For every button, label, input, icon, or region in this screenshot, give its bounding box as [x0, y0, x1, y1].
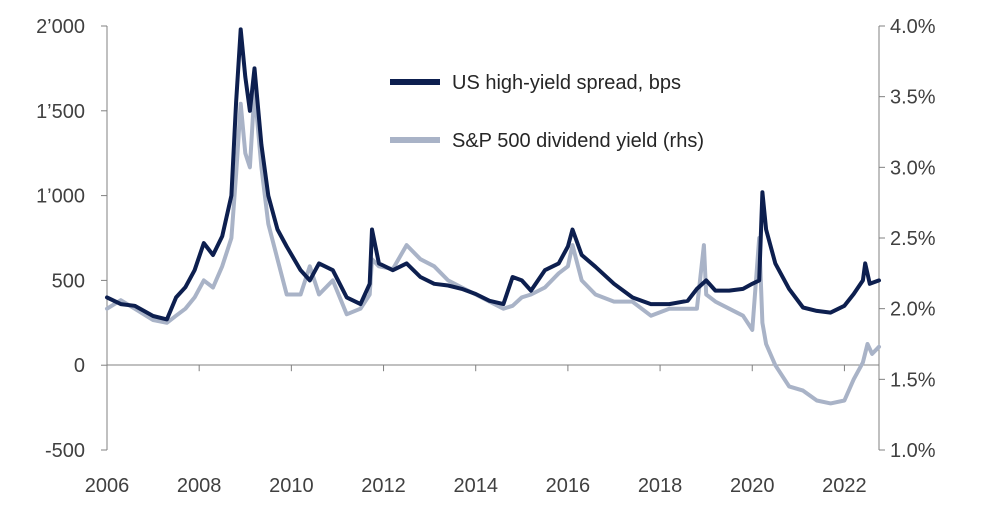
y-right-tick-label: 1.0%	[890, 440, 936, 462]
x-tick-label: 2016	[546, 475, 591, 497]
series-layer	[105, 27, 881, 406]
y-left-tick-label: 1’000	[36, 186, 85, 208]
y-right-tick-label: 3.5%	[890, 87, 936, 109]
x-tick-label: 2014	[453, 475, 498, 497]
y-right-tick-label: 1.5%	[890, 369, 936, 391]
y-left-tick-label: 500	[52, 270, 85, 292]
y-left-tick-label: 2’000	[36, 16, 85, 38]
tick-group: 2006 2008 2010 2012 2014 2016 2018 2020 2022 -500…	[36, 16, 936, 497]
y-right-tick-label: 4.0%	[890, 16, 936, 38]
y-right-tick-label: 2.0%	[890, 299, 936, 321]
x-tick-label: 2018	[638, 475, 683, 497]
legend-label-hy-spread: US high-yield spread, bps	[452, 72, 681, 94]
legend: US high-yield spread, bps S&P 500 divide…	[390, 72, 704, 152]
y-left-tick-label: 0	[74, 355, 85, 377]
x-tick-label: 2012	[361, 475, 406, 497]
x-tick-label: 2022	[822, 475, 867, 497]
y-right-tick-label: 3.0%	[890, 157, 936, 179]
x-tick-label: 2006	[85, 475, 130, 497]
x-tick-label: 2020	[730, 475, 775, 497]
x-tick-label: 2010	[269, 475, 314, 497]
y-left-tick-label: 1’500	[36, 101, 85, 123]
y-left-tick-label: -500	[45, 440, 85, 462]
x-tick-label: 2008	[177, 475, 222, 497]
legend-label-div-yield: S&P 500 dividend yield (rhs)	[452, 130, 704, 152]
series-line-hy-spread	[105, 27, 881, 322]
y-right-tick-label: 2.5%	[890, 228, 936, 250]
